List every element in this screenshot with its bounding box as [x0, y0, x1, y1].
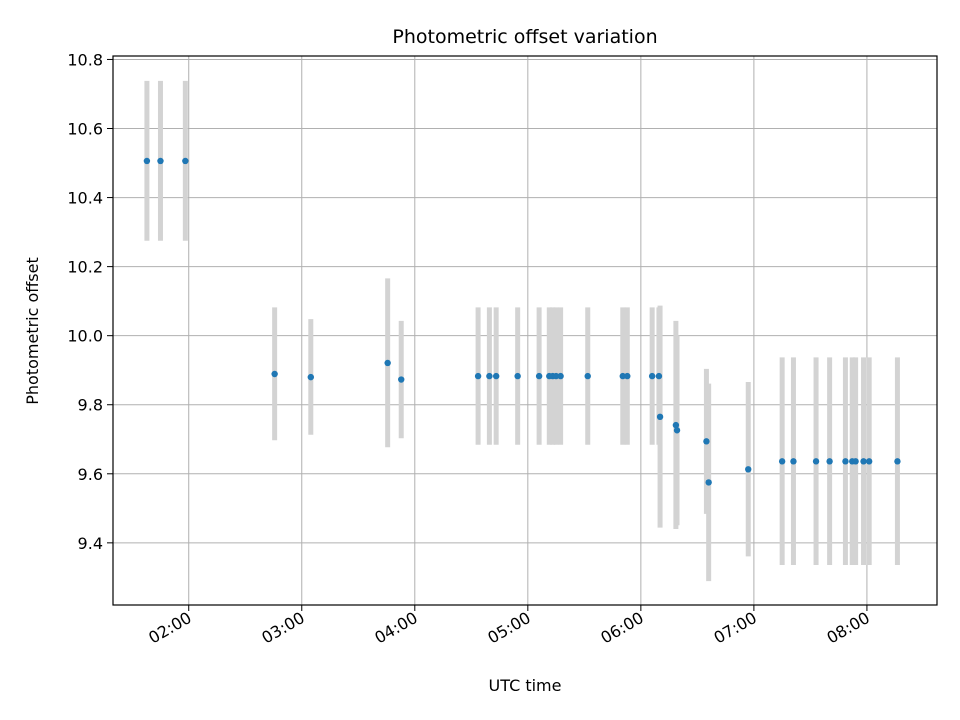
- y-tick-label: 10.2: [67, 258, 103, 277]
- data-point: [673, 427, 681, 434]
- x-axis-label: UTC time: [489, 676, 562, 695]
- y-tick-label: 10.4: [67, 189, 103, 208]
- y-axis-label: Photometric offset: [23, 257, 42, 405]
- data-point: [826, 458, 833, 465]
- data-points: [143, 157, 901, 486]
- y-tick-label: 9.6: [78, 465, 103, 484]
- data-point: [143, 157, 151, 165]
- data-point: [790, 458, 797, 465]
- data-point: [860, 458, 867, 465]
- data-point: [514, 372, 521, 380]
- data-point: [648, 372, 656, 380]
- data-point: [557, 372, 564, 380]
- chart-title: Photometric offset variation: [392, 26, 657, 48]
- data-point: [271, 370, 278, 378]
- data-point: [552, 372, 560, 380]
- data-point: [656, 413, 664, 421]
- data-point: [619, 372, 626, 380]
- y-tick-label: 10.8: [67, 50, 103, 69]
- data-point: [398, 376, 405, 383]
- data-point: [705, 479, 712, 486]
- data-point: [182, 157, 189, 165]
- plot-area-frame: [112, 55, 938, 606]
- y-tick-label: 10.6: [67, 120, 103, 139]
- data-point: [812, 458, 820, 465]
- data-point: [157, 157, 164, 165]
- grid-lines: [113, 56, 937, 605]
- y-tick-label: 9.8: [78, 396, 103, 415]
- data-point: [655, 372, 663, 380]
- data-point: [384, 359, 391, 367]
- data-point: [703, 438, 710, 445]
- data-point: [842, 458, 849, 465]
- data-point: [474, 372, 482, 380]
- data-point: [535, 372, 543, 380]
- y-axis-ticks: 9.4 9.6 9.8 10.0 10.2 10.4 10.6 10.8: [67, 50, 113, 553]
- y-tick-label: 9.4: [78, 534, 103, 553]
- data-point: [778, 458, 786, 465]
- data-point: [894, 458, 901, 465]
- data-point: [307, 373, 315, 381]
- data-point: [865, 458, 873, 465]
- data-point: [852, 458, 859, 465]
- data-point: [486, 372, 493, 380]
- data-point: [672, 421, 680, 429]
- data-point: [492, 372, 500, 380]
- y-tick-label: 10.0: [67, 327, 103, 346]
- data-point: [745, 466, 752, 473]
- data-point: [584, 372, 591, 380]
- data-point: [624, 372, 631, 380]
